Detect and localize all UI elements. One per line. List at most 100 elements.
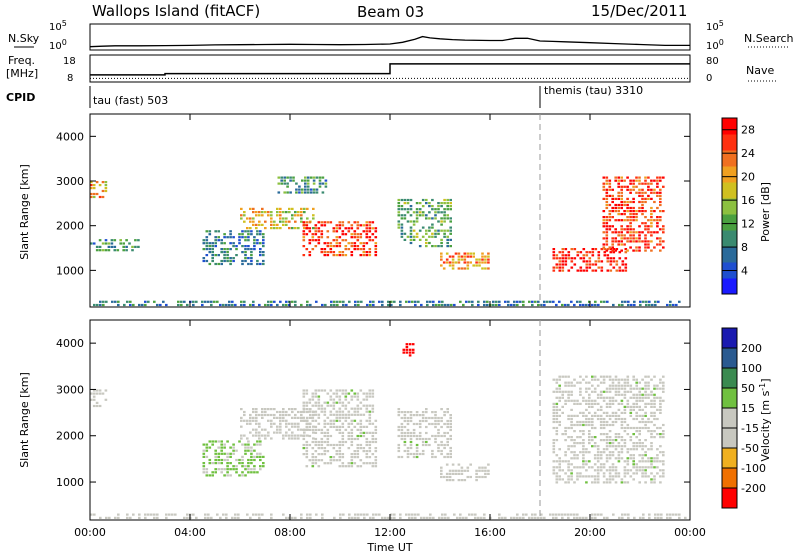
- velocity-cell: [294, 416, 297, 419]
- y-tick-label: 3000: [56, 175, 84, 188]
- velocity-cell: [99, 516, 102, 519]
- power-cell: [632, 210, 635, 213]
- power-cell: [641, 188, 644, 191]
- power-cell: [304, 188, 307, 191]
- power-cell: [350, 245, 354, 248]
- power-cell: [611, 237, 614, 240]
- power-cell: [326, 236, 330, 239]
- power-cell: [425, 245, 428, 248]
- velocity-cell: [329, 459, 333, 462]
- power-cell: [564, 257, 568, 260]
- velocity-cell: [570, 384, 573, 387]
- velocity-cell: [437, 434, 440, 438]
- power-cell: [126, 300, 129, 303]
- power-cell: [421, 211, 425, 214]
- power-cell: [644, 246, 647, 249]
- velocity-cell: [244, 465, 247, 468]
- power-cell: [308, 227, 312, 230]
- power-cell: [472, 252, 475, 255]
- power-cell: [362, 254, 366, 257]
- velocity-cell: [558, 448, 561, 451]
- power-cell: [626, 219, 629, 222]
- power-cell: [332, 227, 336, 230]
- velocity-colorbar-swatch: [722, 388, 737, 409]
- velocity-cell: [440, 466, 443, 469]
- power-cell: [409, 208, 413, 211]
- power-cell: [656, 185, 659, 188]
- velocity-cell: [294, 434, 297, 437]
- velocity-cell: [597, 513, 600, 516]
- power-cell: [478, 258, 481, 261]
- power-cell: [317, 236, 321, 239]
- power-cell: [611, 249, 614, 252]
- velocity-cell: [249, 422, 252, 425]
- velocity-cell: [412, 455, 416, 459]
- beam-title: Beam 03: [357, 3, 424, 21]
- power-cell: [644, 210, 647, 213]
- power-cell: [347, 242, 351, 245]
- power-cell: [618, 269, 622, 272]
- velocity-cell: [588, 466, 591, 469]
- velocity-cell: [353, 462, 357, 465]
- velocity-cell: [451, 472, 455, 475]
- velocity-cell: [552, 460, 556, 463]
- velocity-cell: [270, 413, 273, 417]
- velocity-cell: [593, 454, 597, 457]
- velocity-cell: [564, 384, 567, 387]
- velocity-cell: [276, 425, 279, 428]
- velocity-cell: [314, 440, 318, 444]
- velocity-cell: [408, 354, 412, 357]
- velocity-cell: [368, 404, 372, 407]
- velocity-cell: [311, 459, 315, 462]
- velocity-cell: [329, 434, 333, 438]
- power-cell: [629, 210, 632, 213]
- power-cell: [335, 236, 339, 239]
- velocity-cell: [573, 402, 576, 405]
- velocity-cell: [326, 404, 330, 407]
- power-cell: [623, 213, 626, 216]
- velocity-cell: [408, 516, 411, 519]
- velocity-cell: [635, 417, 638, 421]
- power-cell: [552, 269, 556, 272]
- velocity-cell: [270, 425, 273, 428]
- velocity-cell: [475, 475, 478, 479]
- velocity-cell: [593, 387, 597, 390]
- velocity-cell: [644, 454, 647, 457]
- velocity-cell: [279, 422, 282, 425]
- velocity-cell: [576, 466, 579, 469]
- power-cell: [397, 198, 401, 202]
- power-cell: [426, 300, 429, 303]
- power-cell: [421, 214, 425, 217]
- velocity-cell: [356, 392, 360, 395]
- velocity-cell: [243, 413, 246, 417]
- power-cell: [656, 237, 659, 240]
- power-cell: [662, 225, 665, 228]
- nsky-series-line: [89, 35, 690, 48]
- velocity-cell: [659, 445, 662, 448]
- velocity-cell: [329, 422, 333, 425]
- power-cell: [635, 185, 638, 188]
- velocity-cell: [576, 402, 579, 405]
- y-tick-label: 1000: [56, 264, 84, 277]
- power-cell: [240, 207, 243, 210]
- velocity-cell: [335, 450, 339, 453]
- velocity-cell: [443, 443, 446, 447]
- velocity-cell: [573, 454, 576, 457]
- velocity-cell: [608, 384, 612, 387]
- velocity-cell: [300, 434, 303, 437]
- velocity-cell: [285, 434, 288, 437]
- power-cell: [368, 248, 372, 251]
- velocity-cell: [105, 516, 108, 519]
- velocity-cell: [635, 405, 638, 408]
- velocity-cell: [552, 417, 556, 421]
- velocity-cell: [644, 475, 647, 478]
- velocity-cell: [312, 413, 315, 417]
- velocity-cell: [656, 396, 659, 399]
- velocity-cell: [353, 419, 357, 422]
- velocity-cell: [279, 431, 282, 434]
- velocity-cell: [641, 420, 644, 424]
- velocity-cell: [449, 419, 452, 423]
- velocity-cell: [647, 466, 650, 469]
- power-cell: [573, 257, 577, 260]
